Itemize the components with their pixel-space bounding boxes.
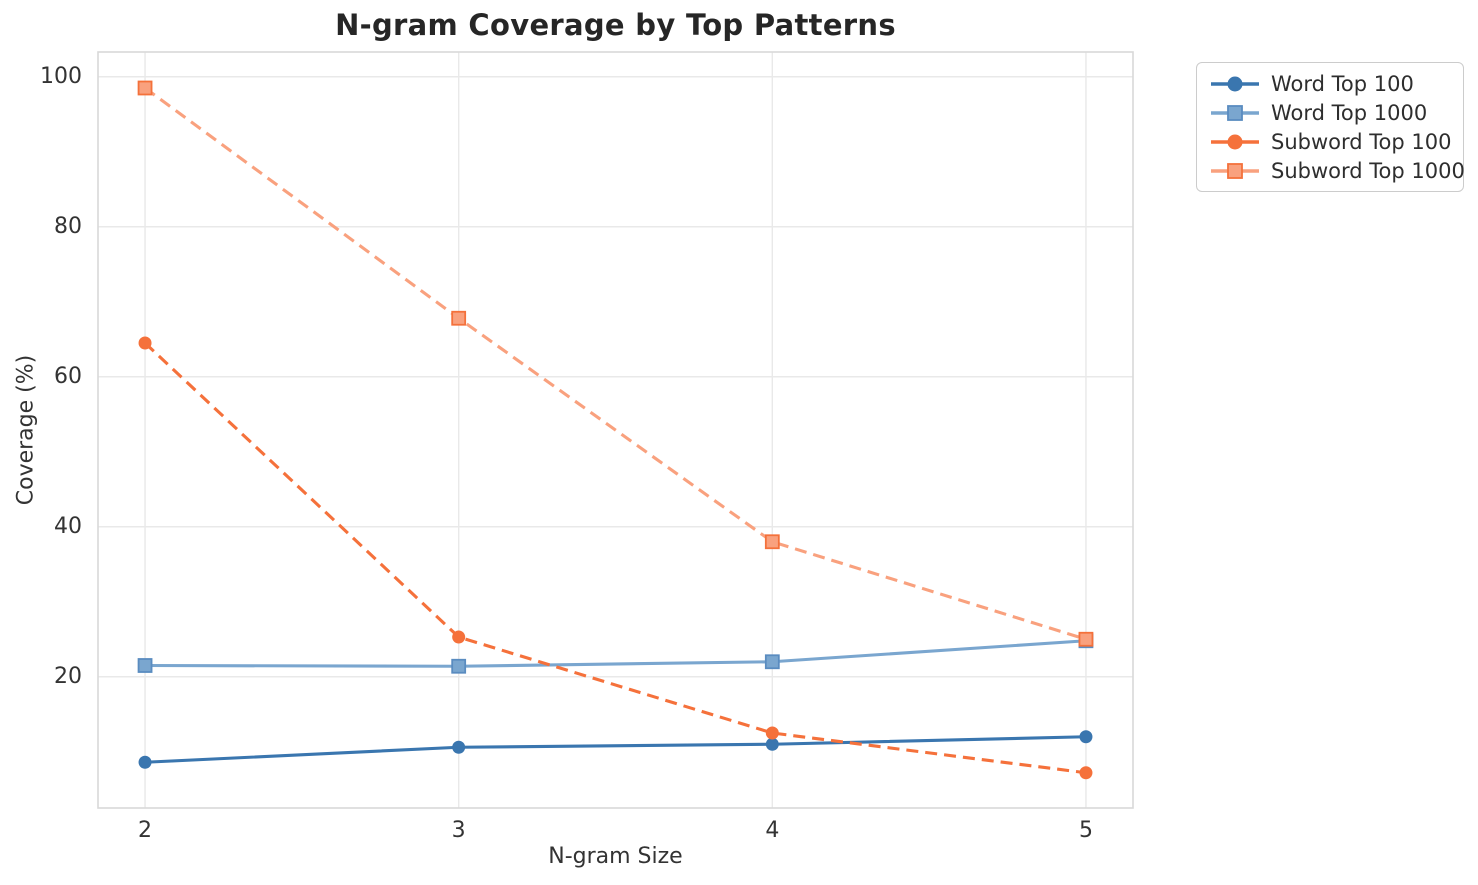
legend-item-word-top-1000: Word Top 1000 [1209,98,1451,127]
chart-title: N-gram Coverage by Top Patterns [335,8,896,42]
y-tick-label: 60 [54,363,82,389]
data-point-marker [138,755,152,769]
y-tick-label: 20 [54,663,82,689]
legend: Word Top 100 Word Top 1000 Subword Top 1… [1196,62,1465,192]
data-point-marker [1079,766,1093,780]
series-line-word-top-1000 [145,639,1087,668]
x-tick-label: 3 [451,818,466,843]
legend-swatch-subword-top-1000 [1211,162,1259,179]
legend-label: Word Top 1000 [1271,100,1428,125]
series-line-word-top-100 [144,735,1086,764]
data-point-marker [451,658,467,674]
data-point-marker [764,534,780,550]
legend-item-subword-top-1000: Subword Top 1000 [1209,156,1465,185]
series-line-subword-top-100 [143,341,1087,775]
x-axis-label: N-gram Size [548,844,683,869]
x-tick-label: 4 [765,818,780,843]
series-line-subword-top-1000 [144,86,1087,641]
data-point-marker [452,630,466,644]
data-point-marker [137,658,153,673]
legend-label: Word Top 100 [1271,71,1414,96]
legend-swatch-word-top-100 [1211,76,1259,91]
legend-label: Subword Top 1000 [1271,158,1465,183]
legend-item-word-top-100: Word Top 100 [1209,69,1451,98]
x-tick-label: 5 [1078,818,1093,843]
data-point-marker [1078,631,1094,647]
legend-marker [1227,104,1243,121]
x-tick-label: 2 [138,818,153,843]
legend-swatch-word-top-1000 [1211,104,1259,121]
data-point-marker [137,80,153,96]
legend-label: Subword Top 100 [1271,129,1452,154]
legend-swatch-subword-top-100 [1211,134,1259,149]
legend-marker [1227,76,1243,91]
data-point-marker [138,336,152,350]
y-tick-label: 80 [54,213,82,239]
data-point-marker [452,740,466,754]
legend-marker [1227,162,1243,179]
data-point-marker [765,737,779,751]
legend-item-subword-top-100: Subword Top 100 [1209,127,1451,156]
y-tick-label: 40 [54,513,82,539]
data-point-marker [451,310,467,326]
axes-spines [97,51,1134,809]
legend-marker [1227,134,1243,149]
data-point-marker [765,726,779,740]
data-point-marker [764,654,780,670]
y-tick-label: 100 [40,63,82,89]
data-point-marker [1079,730,1093,744]
